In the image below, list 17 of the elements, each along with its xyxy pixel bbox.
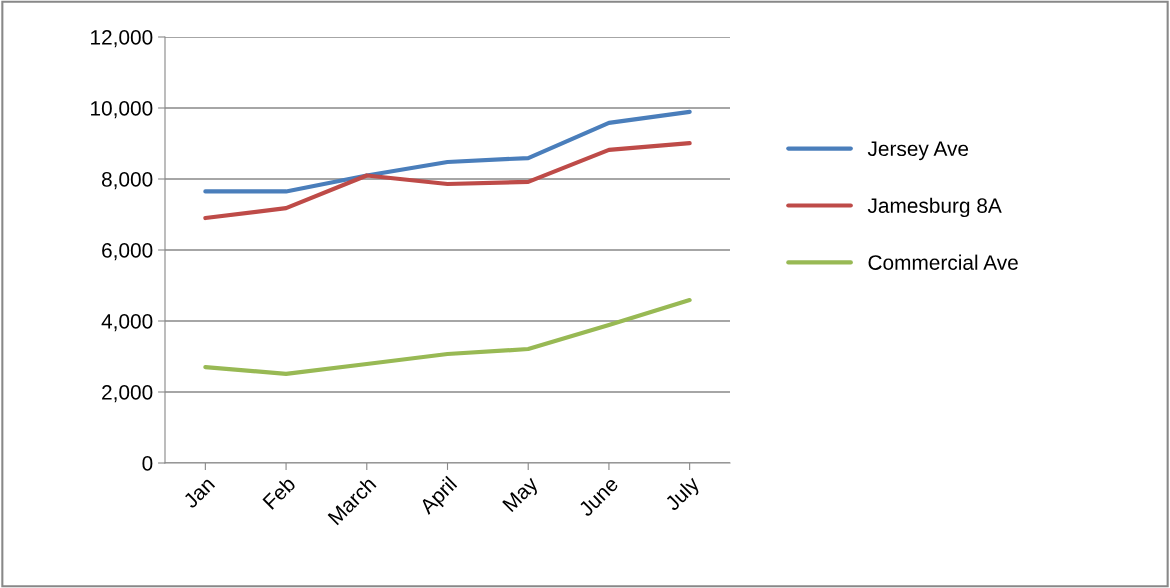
y-tick-label: 10,000 [91, 101, 153, 119]
y-tick-label: 4,000 [101, 314, 153, 332]
y-tick-label: 6,000 [102, 243, 153, 261]
legend-label: Jamesburg 8A [867, 197, 1002, 218]
y-tick-label: 8,000 [101, 172, 153, 190]
legend-label: Jersey Ave [867, 141, 969, 161]
y-tick-label: 12,000 [91, 30, 153, 48]
y-tick-label: 0 [142, 456, 153, 471]
x-tick-label: May [502, 475, 542, 516]
x-tick-label: Feb [261, 475, 297, 510]
x-tick-label: Jan [182, 476, 216, 510]
line-series [203, 297, 692, 376]
line-series [203, 141, 692, 221]
legend-label: Commercial Ave [868, 254, 1018, 270]
line-series [203, 109, 692, 194]
x-tick-label: July [663, 474, 704, 515]
y-tick-label: 2,000 [102, 385, 153, 403]
